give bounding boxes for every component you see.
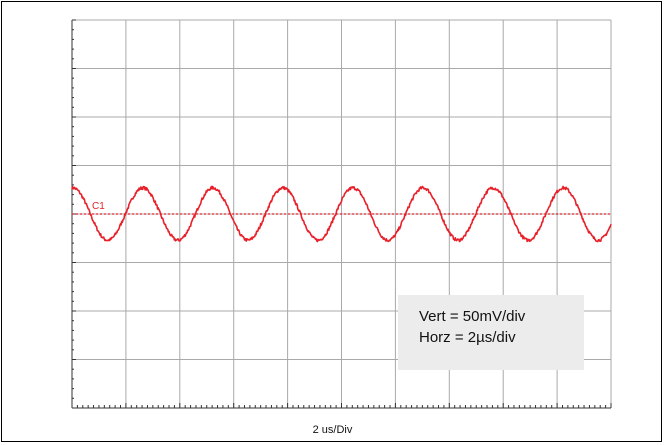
annotation-horizontal-scale: Horz = 2µs/div <box>419 329 516 346</box>
channel-marker: C1 <box>92 201 105 212</box>
x-axis-label: 2 us/Div <box>312 424 353 436</box>
series-line <box>71 185 612 243</box>
annotation-vertical-scale: Vert = 50mV/div <box>419 308 526 325</box>
annotation-box: Vert = 50mV/div Horz = 2µs/div <box>398 295 584 370</box>
